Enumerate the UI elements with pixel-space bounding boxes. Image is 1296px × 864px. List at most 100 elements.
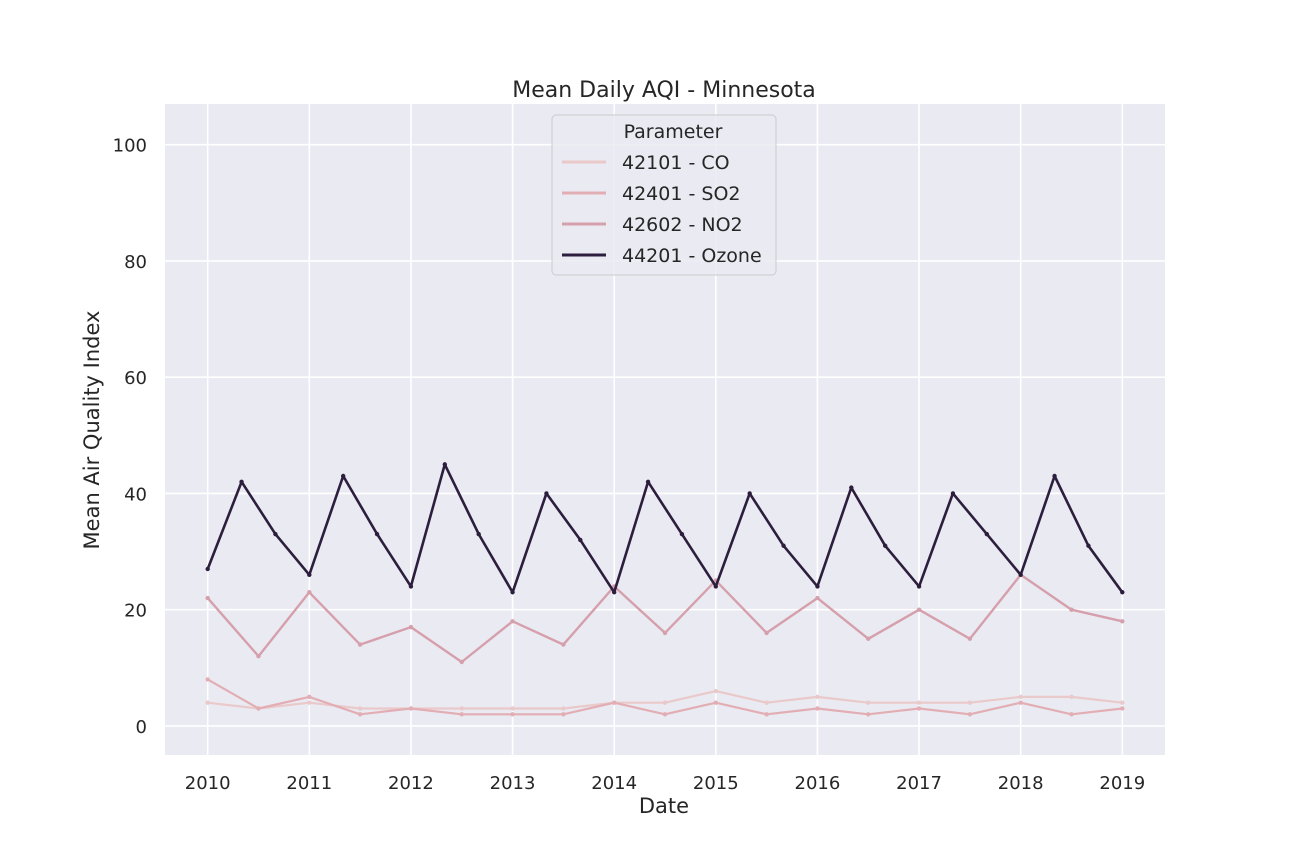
data-point [662, 630, 668, 636]
x-tick-label: 2018 [998, 773, 1044, 794]
data-point [815, 595, 820, 601]
data-point [1120, 590, 1125, 595]
data-point [239, 479, 244, 485]
data-point [882, 543, 888, 548]
data-point [1069, 607, 1074, 612]
data-point [205, 566, 210, 572]
data-point [916, 584, 922, 589]
data-point [713, 584, 719, 589]
data-point [561, 642, 566, 647]
x-tick-label: 2016 [795, 773, 841, 794]
grid-layer [165, 104, 1165, 755]
data-point [510, 706, 515, 711]
data-point [544, 491, 549, 496]
data-point [764, 700, 769, 705]
series-layer [205, 462, 1125, 717]
data-point [459, 706, 464, 711]
data-point [340, 473, 346, 479]
data-point [781, 543, 786, 548]
data-point [578, 537, 583, 543]
data-point [1069, 694, 1074, 700]
data-point [357, 712, 363, 717]
data-point [679, 531, 685, 537]
legend-label: 42101 - CO [622, 152, 730, 174]
data-point [916, 607, 922, 612]
data-point [1120, 619, 1125, 624]
series-line [206, 463, 1124, 594]
data-point [1052, 473, 1057, 479]
data-point [205, 677, 210, 682]
data-point [273, 531, 278, 537]
data-point [764, 630, 769, 636]
legend-box [551, 114, 777, 276]
data-point [866, 636, 871, 641]
ticks-layer: 0 20 40 60 80 100 2010 2011 2012 2013 2014 2015 2016… [113, 136, 1146, 794]
data-point [256, 653, 261, 659]
data-point [510, 712, 515, 717]
data-point [1018, 572, 1023, 578]
data-point [476, 531, 481, 537]
data-point [984, 531, 990, 537]
data-point [747, 491, 752, 496]
data-point [205, 595, 210, 601]
x-tick-label: 2019 [1099, 773, 1145, 794]
data-point [866, 700, 871, 705]
data-point [256, 706, 261, 711]
data-point [713, 688, 719, 694]
data-point [815, 584, 820, 589]
y-tick-label: 60 [124, 368, 147, 389]
data-point [713, 700, 719, 705]
x-tick-label: 2012 [388, 773, 434, 794]
data-point [916, 700, 922, 705]
data-point [1069, 712, 1074, 717]
data-point [374, 531, 380, 537]
x-tick-label: 2015 [693, 773, 739, 794]
data-point [662, 712, 668, 717]
y-tick-label: 100 [113, 136, 147, 157]
data-point [561, 712, 566, 717]
data-point [645, 479, 651, 485]
data-point [611, 700, 617, 705]
data-point [849, 485, 854, 490]
data-point [967, 712, 973, 717]
data-point [459, 712, 464, 717]
data-point [205, 700, 210, 705]
chart-title: Mean Daily AQI - Minnesota [512, 78, 816, 103]
data-point [408, 624, 414, 630]
y-tick-label: 80 [124, 252, 147, 273]
data-point [357, 642, 363, 647]
legend-label: 44201 - Ozone [622, 245, 762, 267]
data-point [307, 694, 312, 700]
x-axis-label: Date [639, 794, 689, 818]
x-tick-label: 2011 [286, 773, 332, 794]
data-point [950, 491, 956, 496]
data-point [967, 636, 973, 641]
data-point [1018, 694, 1023, 700]
legend: Parameter 42101 - CO 42401 - SO2 42602 - N… [551, 114, 777, 276]
data-point [408, 706, 414, 711]
legend-label: 42401 - SO2 [622, 183, 740, 205]
data-point [510, 590, 515, 595]
legend-entries: 42101 - CO 42401 - SO2 42602 - NO2 44201 - … [562, 152, 762, 267]
y-tick-label: 20 [124, 601, 147, 622]
data-point [307, 700, 312, 705]
data-point [561, 706, 566, 711]
x-tick-label: 2010 [185, 773, 231, 794]
data-point [967, 700, 973, 705]
x-tick-label: 2014 [591, 773, 637, 794]
y-tick-label: 0 [136, 717, 147, 738]
data-point [815, 706, 820, 711]
data-point [408, 584, 414, 589]
data-point [357, 706, 363, 711]
data-point [611, 590, 617, 595]
x-tick-label: 2017 [896, 773, 942, 794]
data-point [866, 712, 871, 717]
data-point [307, 572, 312, 578]
data-point [1086, 543, 1091, 548]
data-point [459, 659, 464, 665]
data-point [916, 706, 922, 711]
data-point [510, 619, 515, 624]
data-point [442, 462, 448, 467]
